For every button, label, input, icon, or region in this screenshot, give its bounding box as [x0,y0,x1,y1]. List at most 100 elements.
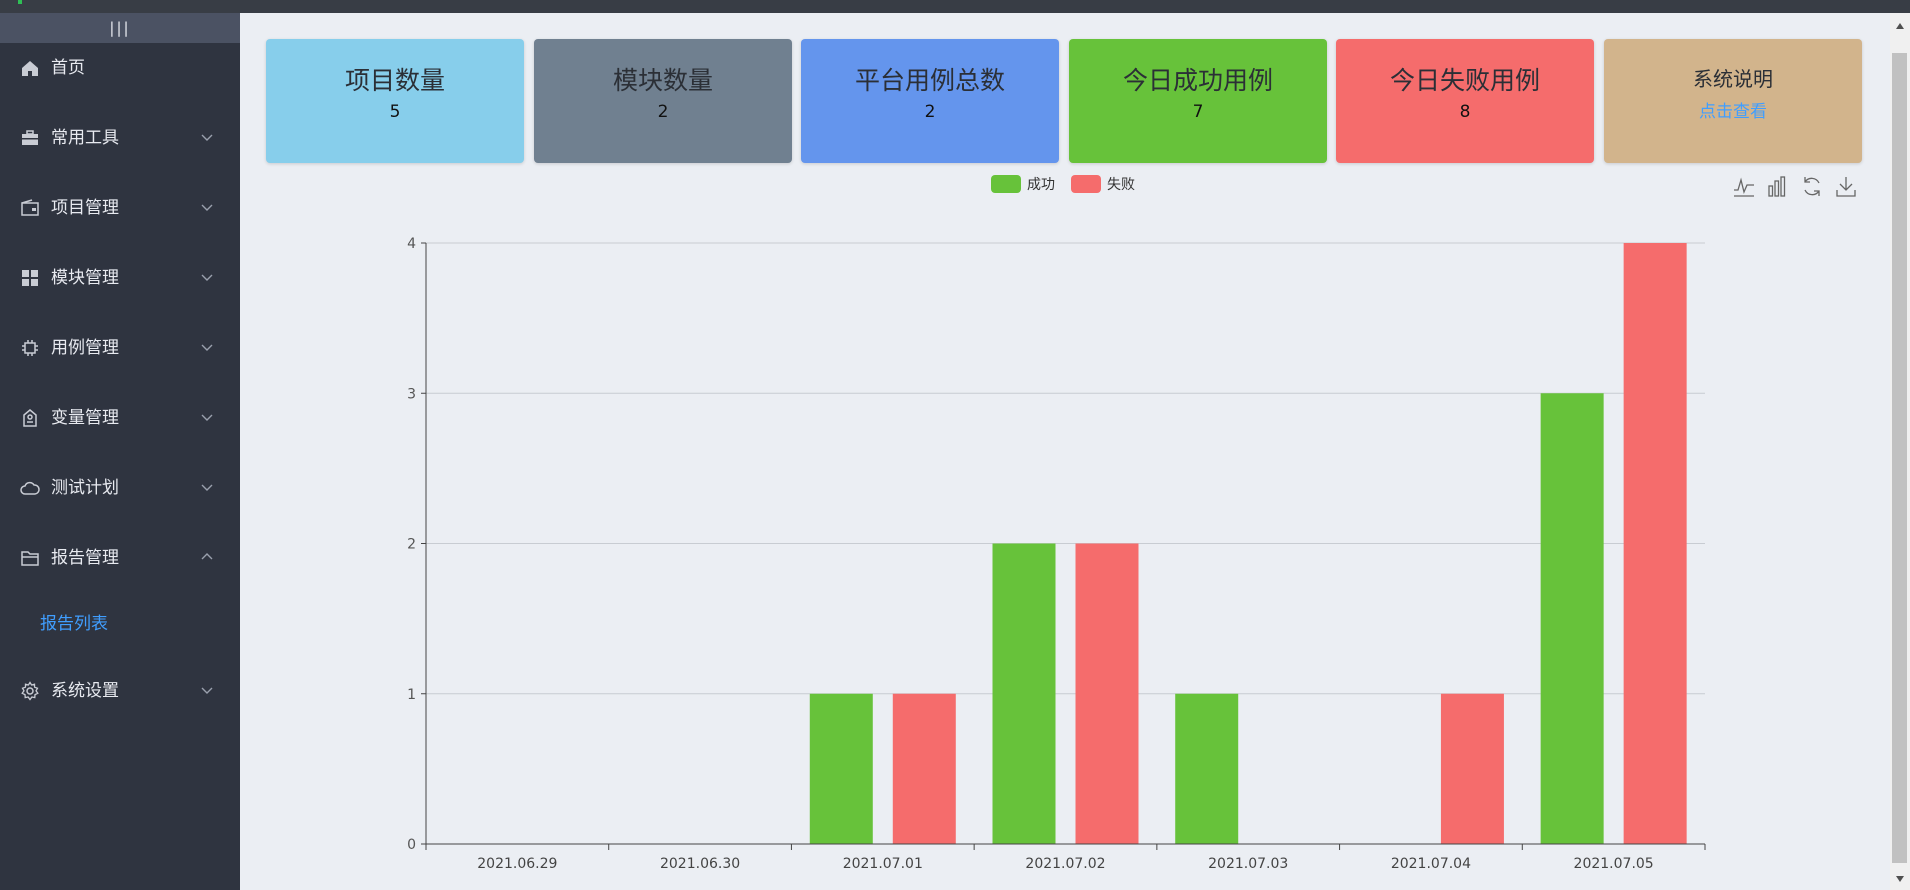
gear-icon [21,681,39,701]
card-value: 8 [1459,102,1471,122]
legend-item[interactable]: 失败 [1071,175,1135,193]
card-today-failed: 今日失败用例 8 [1336,39,1594,163]
bar-success [809,693,873,844]
chart-grid [426,242,1705,695]
card-module-count: 模块数量 2 [534,39,792,163]
x-tick-label: 2021.06.29 [477,856,557,872]
scroll-up-arrow-icon[interactable] [1896,23,1904,29]
card-title: 今日成功用例 [1122,66,1273,95]
sidebar: ||| 首页 常用工具 项目管理 模块管理 用例管理 变量管 [0,13,240,890]
card-title: 平台用例总数 [854,66,1005,95]
card-system-info: 系统说明 点击查看 [1604,39,1862,163]
download-icon[interactable] [1836,177,1856,197]
scroll-down-arrow-icon[interactable] [1896,876,1904,882]
card-value: 7 [1192,102,1204,122]
card-title: 模块数量 [612,66,713,95]
bar-chart-icon[interactable] [1768,176,1786,197]
legend-swatch [1071,175,1101,193]
sidebar-item-reports[interactable]: 报告管理 [0,533,240,583]
sidebar-item-label: 用例管理 [51,338,119,358]
sidebar-item-label: 常用工具 [51,128,119,148]
chart-legend: 成功 失败 [991,175,1135,193]
legend-label: 成功 [1027,177,1055,193]
chevron-down-icon [201,204,213,211]
y-tick-label: 1 [407,687,416,703]
bar-success [1540,393,1604,844]
bar-failed [892,693,956,844]
top-accent [18,0,22,4]
sidebar-item-label: 系统设置 [51,681,119,701]
chevron-down-icon [201,344,213,351]
collapse-toggle-button[interactable]: ||| [0,13,240,43]
chart-bars [809,243,1687,844]
sidebar-subitem-report-list[interactable]: 报告列表 [0,599,240,649]
chip-icon [22,340,38,356]
x-tick-label: 2021.07.02 [1025,856,1105,872]
chevron-down-icon [201,687,213,694]
vertical-scrollbar[interactable] [1890,13,1910,890]
x-tick-label: 2021.07.04 [1391,856,1471,872]
home-icon [22,61,38,76]
bar-success [992,543,1056,844]
legend-swatch [991,175,1021,193]
sidebar-item-home[interactable]: 首页 [0,43,240,93]
bar-failed [1440,693,1504,844]
view-details-link[interactable]: 点击查看 [1699,102,1767,122]
y-tick-label: 0 [407,837,416,853]
legend-item[interactable]: 成功 [991,175,1055,193]
cloud-icon [20,481,40,495]
chevron-up-icon [201,553,213,560]
sidebar-item-settings[interactable]: 系统设置 [0,666,240,716]
y-tick-label: 4 [407,236,416,252]
main-content: 项目数量 5 模块数量 2 平台用例总数 2 今日成功用例 7 今日失败用例 8… [240,13,1890,890]
folder-icon [21,551,39,566]
wallet-icon [21,199,39,216]
x-tick-label: 2021.07.05 [1574,856,1654,872]
legend-label: 失败 [1107,177,1135,193]
chevron-down-icon [201,414,213,421]
refresh-icon[interactable] [1804,177,1820,196]
sidebar-item-test-plan[interactable]: 测试计划 [0,463,240,513]
sidebar-item-label: 测试计划 [51,478,119,498]
chart-axes: 0 1 2 3 4 2021.06.29 2021.06.30 2021.07.01 2021.… [407,236,1706,872]
bar-success [1175,693,1239,844]
sidebar-item-label: 变量管理 [51,408,119,428]
sidebar-item-label: 首页 [51,58,85,78]
card-value: 5 [389,102,401,122]
bar-failed [1075,543,1139,844]
scroll-thumb[interactable] [1892,53,1907,863]
toolbox-icon [22,130,38,145]
card-today-success: 今日成功用例 7 [1069,39,1327,163]
grid-icon [22,270,38,286]
chevron-down-icon [201,134,213,141]
card-value: 2 [924,102,936,122]
sidebar-item-label: 报告管理 [51,548,119,568]
card-project-count: 项目数量 5 [266,39,524,163]
sidebar-item-tools[interactable]: 常用工具 [0,113,240,163]
sidebar-subitem-label: 报告列表 [40,614,108,634]
top-bar [0,0,1910,13]
line-chart-icon[interactable] [1734,177,1754,197]
sidebar-item-label: 项目管理 [51,198,119,218]
card-title: 项目数量 [344,66,445,95]
chevron-down-icon [201,484,213,491]
tag-icon [23,409,37,427]
x-tick-label: 2021.07.03 [1208,856,1288,872]
card-title: 今日失败用例 [1389,66,1540,95]
card-title: 系统说明 [1693,67,1773,91]
y-tick-label: 2 [407,537,416,553]
sidebar-item-variables[interactable]: 变量管理 [0,393,240,443]
bar-failed [1623,243,1687,844]
card-total-cases: 平台用例总数 2 [801,39,1059,163]
y-tick-label: 3 [407,386,416,402]
sidebar-item-modules[interactable]: 模块管理 [0,253,240,303]
x-tick-label: 2021.06.30 [660,856,740,872]
chart-toolbox [1734,176,1856,197]
x-tick-label: 2021.07.01 [843,856,923,872]
chevron-down-icon [201,274,213,281]
sidebar-item-projects[interactable]: 项目管理 [0,183,240,233]
sidebar-item-cases[interactable]: 用例管理 [0,323,240,373]
card-value: 2 [657,102,669,122]
sidebar-item-label: 模块管理 [51,268,119,288]
